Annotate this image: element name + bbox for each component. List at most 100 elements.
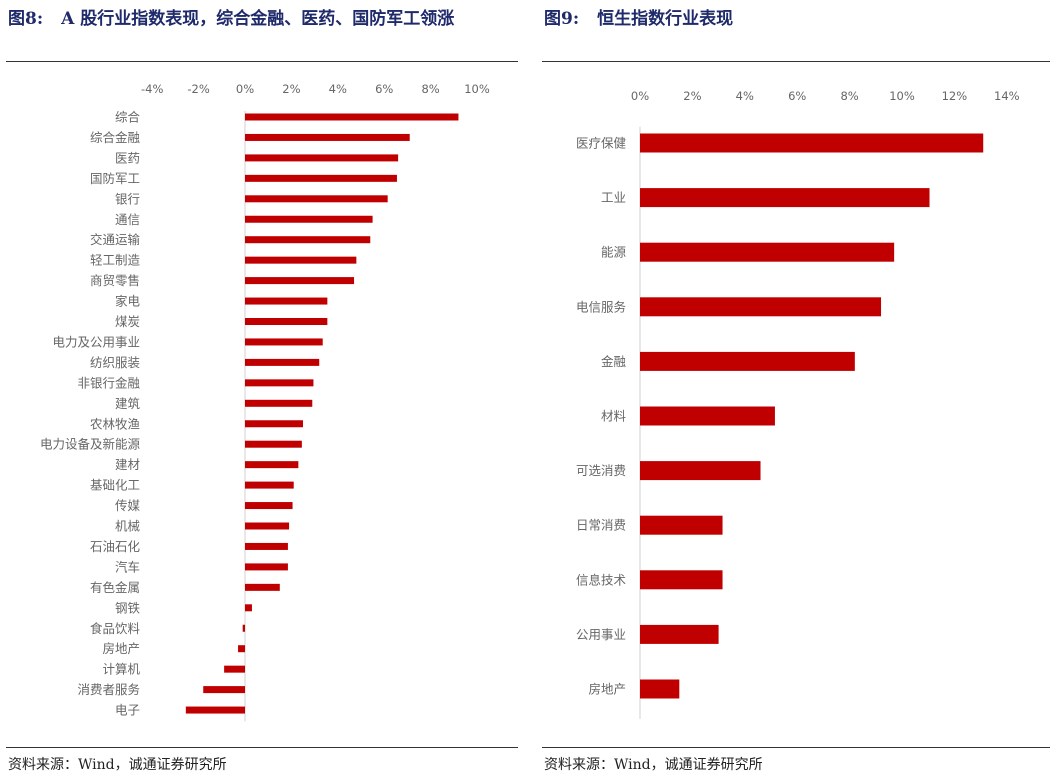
bar-可选消费 [640, 461, 761, 481]
category-label: 金融 [601, 354, 627, 369]
figure-8-source: 资料来源：Wind，诚通证券研究所 [8, 757, 227, 773]
bar-建筑 [245, 399, 313, 407]
bar-综合 [245, 113, 459, 121]
category-label: 钢铁 [115, 600, 141, 615]
category-label: 房地产 [588, 682, 626, 697]
category-label: 机械 [115, 519, 141, 534]
category-label: 公用事业 [576, 627, 626, 642]
bar-基础化工 [245, 481, 294, 489]
figure-9-title: 图9: 恒生指数行业表现 [544, 4, 1052, 34]
bar-汽车 [245, 563, 288, 571]
bar-农林牧渔 [245, 420, 303, 428]
bar-医药 [245, 154, 399, 162]
category-label: 石油石化 [90, 539, 141, 554]
category-label: 轻工制造 [90, 253, 141, 268]
figure-9-bottom-rule [542, 747, 1050, 748]
bar-传媒 [245, 502, 293, 510]
bar-电信服务 [640, 297, 882, 317]
category-label: 传媒 [115, 498, 141, 513]
chart-hang-seng-industry: 0% 2% 4% 6% 8% 10% 12% 14% 医疗保健工业能源电信服务金融材料可选消费日… [576, 89, 1020, 720]
bar-非银行金融 [245, 379, 314, 387]
category-label: 电子 [115, 703, 140, 718]
bar-纺织服装 [245, 358, 320, 366]
bar-房地产 [238, 645, 245, 653]
category-label: 煤炭 [115, 314, 140, 329]
figure-8-title: 图8: A 股行业指数表现，综合金融、医药、国防军工领涨 [8, 4, 518, 34]
x-tick-label: -2% [187, 82, 209, 96]
x-tick-label: 10% [889, 89, 915, 103]
category-label: 能源 [601, 245, 627, 260]
x-tick-label: 8% [840, 89, 858, 103]
bar-建材 [245, 461, 299, 469]
bar-信息技术 [640, 570, 723, 590]
x-tick-label: 4% [329, 82, 347, 96]
x-tick-label: 0% [631, 89, 649, 103]
category-label: 基础化工 [90, 478, 140, 493]
bar-石油石化 [245, 542, 288, 550]
bar-能源 [640, 242, 895, 262]
bar-消费者服务 [203, 686, 245, 694]
category-label: 可选消费 [576, 463, 626, 478]
x-tick-label: 4% [736, 89, 754, 103]
category-label: 医疗保健 [576, 136, 627, 151]
category-label: 电信服务 [576, 299, 626, 314]
figure-8-number: 图8: [8, 9, 44, 29]
category-label: 国防军工 [90, 171, 140, 186]
category-label: 农林牧渔 [90, 416, 140, 431]
x-tick-label: -4% [141, 82, 163, 96]
figure-8-top-rule [6, 61, 518, 62]
figure-9-panel: 图9: 恒生指数行业表现 0% 2% 4% 6% 8% 10% 12% 14% 医疗保健 工业 能源电… [540, 0, 1052, 780]
bar-工业 [640, 188, 930, 208]
figure-8-bottom-rule [6, 747, 518, 748]
category-label: 非银行金融 [77, 375, 140, 390]
category-label: 家电 [115, 294, 141, 309]
chart-a-shares-industry: -4% -2% 0% 2% 4% 6% 8% 10% 综合综合金融医药国防军工银行通信交通运输轻… [40, 82, 490, 722]
category-label: 电力及公用事业 [52, 334, 140, 349]
category-label: 交通运输 [90, 232, 141, 247]
x-tick-label: 2% [282, 82, 300, 96]
category-label: 通信 [115, 212, 140, 227]
category-label: 纺织服装 [90, 355, 140, 370]
x-tick-label: 2% [683, 89, 701, 103]
bar-公用事业 [640, 624, 719, 644]
bar-国防军工 [245, 174, 397, 182]
x-tick-label: 6% [375, 82, 393, 96]
x-tick-label: 8% [421, 82, 439, 96]
bar-煤炭 [245, 318, 328, 325]
category-label: 食品饮料 [90, 621, 141, 636]
bar-家电 [245, 297, 328, 305]
category-label: 汽车 [115, 559, 140, 574]
bar-房地产 [640, 679, 680, 699]
category-label: 建材 [115, 457, 140, 472]
x-tick-label: 12% [942, 89, 968, 103]
bar-轻工制造 [245, 256, 357, 264]
bar-银行 [245, 195, 388, 203]
x-tick-label: 6% [788, 89, 806, 103]
category-label: 银行 [115, 191, 140, 206]
bar-综合金融 [245, 133, 410, 141]
figure-9-number: 图9: [544, 9, 580, 29]
bar-计算机 [224, 665, 245, 673]
figure-8-title-text: A 股行业指数表现，综合金融、医药、国防军工领涨 [61, 9, 455, 29]
category-label: 材料 [601, 409, 627, 424]
bar-交通运输 [245, 236, 371, 244]
category-label: 信息技术 [576, 572, 627, 587]
x-tick-label: 10% [464, 82, 490, 96]
bar-电力设备及新能源 [245, 440, 302, 448]
bar-机械 [245, 522, 290, 530]
bar-金融 [640, 351, 855, 371]
x-tick-label: 14% [994, 89, 1020, 103]
category-label: 日常消费 [576, 518, 626, 533]
bar-电子 [185, 706, 245, 714]
bar-有色金属 [245, 583, 280, 591]
figure-8-panel: 图8: A 股行业指数表现，综合金融、医药、国防军工领涨 -4% -2% 0% 2% 4%… [0, 0, 522, 780]
category-label: 建筑 [115, 396, 141, 411]
figure-9-source: 资料来源：Wind，诚通证券研究所 [544, 757, 763, 773]
category-label: 商贸零售 [90, 273, 140, 288]
category-label: 电力设备及新能源 [40, 437, 141, 452]
figure-9-top-rule [542, 61, 1050, 62]
category-label: 有色金属 [90, 580, 140, 595]
category-label: 综合金融 [90, 130, 141, 145]
bar-食品饮料 [242, 624, 245, 632]
category-label: 消费者服务 [77, 682, 140, 697]
